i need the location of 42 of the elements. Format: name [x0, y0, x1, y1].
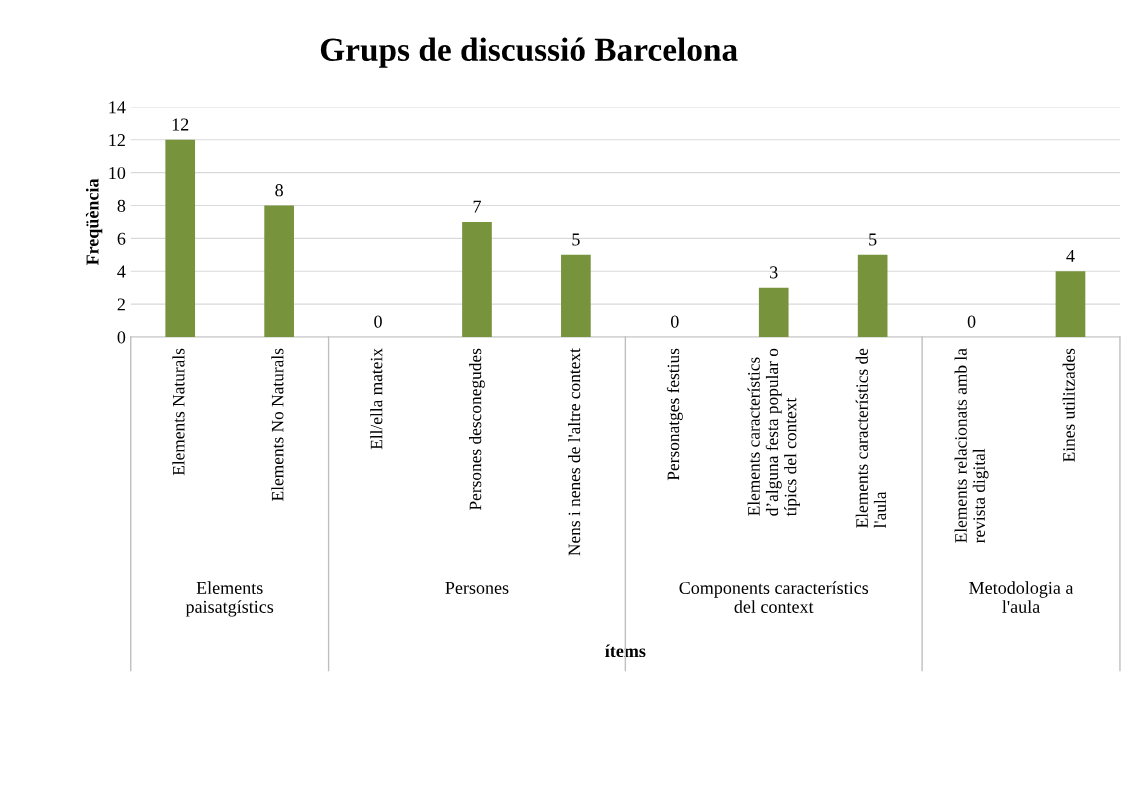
x-tick-label: Ell/ella mateix — [370, 348, 383, 450]
bar — [462, 221, 492, 337]
y-tick-label: 2 — [117, 298, 125, 311]
data-label: 5 — [572, 233, 580, 246]
text: Components característics del context — [679, 581, 869, 613]
bar — [264, 205, 294, 337]
bar — [1055, 271, 1086, 337]
bar — [165, 139, 196, 337]
x-tick-label: Eines utilitzades — [1062, 348, 1075, 462]
data-label: 4 — [1066, 249, 1075, 262]
y-tick-label: 8 — [117, 199, 126, 212]
data-label: 0 — [967, 315, 976, 328]
data-label: 3 — [770, 266, 778, 279]
x-tick-label: Elements característics de l'aula — [855, 348, 887, 529]
chart-title: Grups de discussió Barcelona — [320, 37, 738, 68]
x-tick-label: Personatges festius — [666, 348, 683, 481]
bar — [758, 287, 789, 337]
x-tick-label: Elements relacionats amb la revista digital — [954, 348, 989, 543]
y-tick-label: 6 — [117, 232, 126, 245]
x-tick-label: Elements No Naturals — [271, 348, 284, 501]
x-axis-title: ítems — [605, 644, 646, 658]
y-tick-label: 0 — [117, 331, 126, 344]
y-tick-label: 12 — [109, 134, 125, 147]
data-label: 5 — [869, 233, 877, 246]
x-tick-label: Elements Naturals — [172, 348, 185, 476]
text: Elements paisatgístics — [185, 581, 274, 617]
x-tick-label: Elements característics d’alguna festa popular o típics del context — [747, 348, 800, 517]
data-label: 0 — [374, 315, 382, 328]
data-label: 0 — [670, 315, 679, 328]
x-tick-label: Persones desconegudes — [469, 348, 485, 511]
data-label: 12 — [172, 118, 189, 131]
text: Persones — [445, 581, 509, 594]
y-tick-label: 4 — [117, 265, 126, 278]
y-tick-label: 10 — [109, 166, 126, 180]
y-tick-label: 14 — [109, 101, 126, 114]
bar — [857, 254, 888, 337]
text: Metodologia a l'aula — [969, 581, 1074, 613]
x-tick-label: Nens i nenes de l'altre context — [568, 348, 581, 556]
data-label: 8 — [275, 184, 283, 197]
bar — [561, 254, 591, 337]
data-label: 7 — [473, 200, 481, 213]
y-axis-title: Freqüència — [85, 178, 103, 266]
